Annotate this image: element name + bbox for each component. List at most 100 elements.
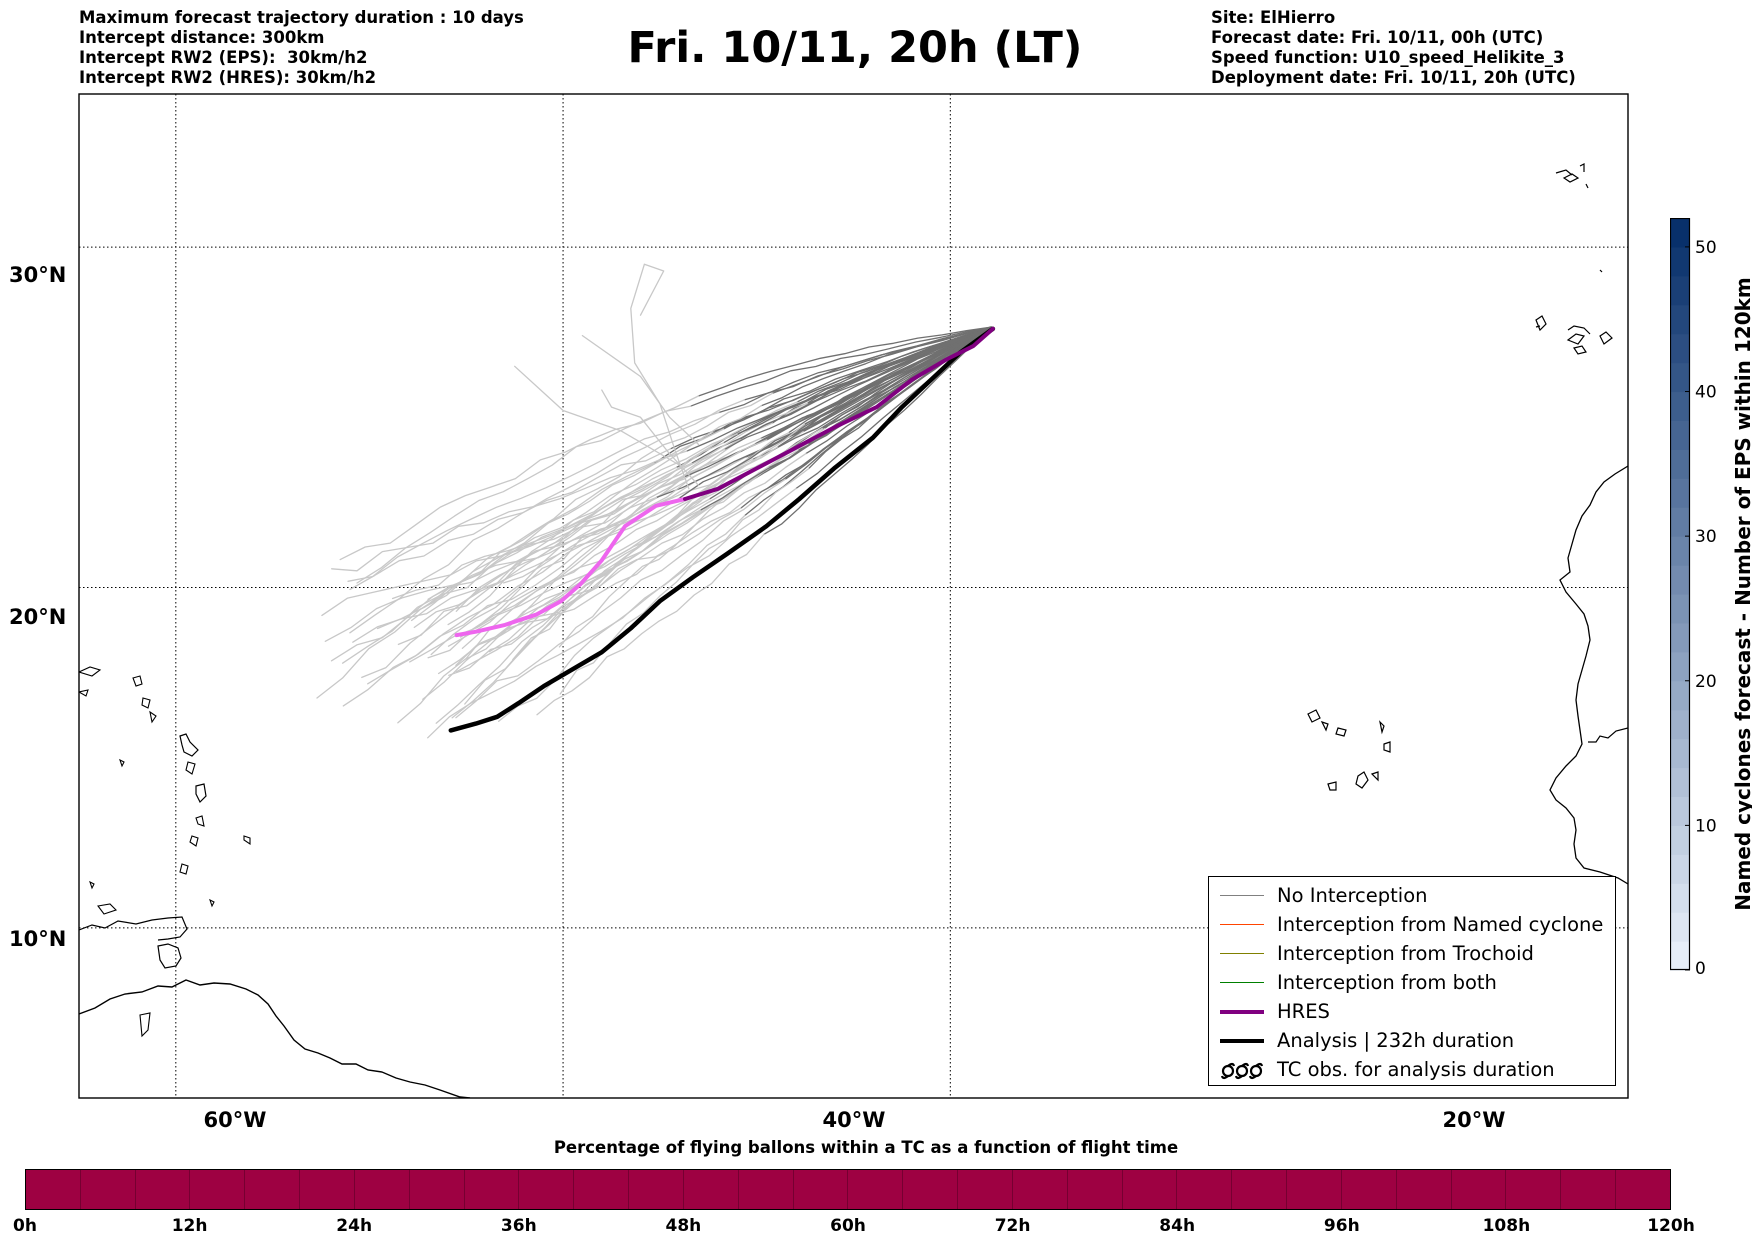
colorbar-segment	[1670, 275, 1690, 306]
coastline-island	[139, 1012, 151, 1038]
header-right-line: Speed function: U10_speed_Helikite_3	[1211, 48, 1565, 67]
coastline-canary	[1562, 173, 1580, 183]
coastline-antilles	[195, 815, 205, 827]
bottom-colorbar-segment	[519, 1170, 575, 1209]
colorbar-tick-label: 30	[1695, 527, 1717, 547]
eps-trajectory	[391, 437, 762, 600]
coastline-selvagens	[1599, 269, 1603, 273]
colorbar-segment	[1670, 246, 1690, 277]
coastline-cape-verde	[1320, 720, 1329, 732]
lon-label-60w: 60°W	[203, 1108, 267, 1132]
bottom-colorbar-segment	[794, 1170, 849, 1209]
eps-trajectory	[430, 401, 798, 656]
coastline-canary	[1573, 345, 1587, 355]
lat-label-20n: 20°N	[9, 605, 67, 629]
coastline-cape-verde	[1355, 771, 1369, 789]
bottom-colorbar-tick: 120h	[1647, 1216, 1695, 1236]
bottom-colorbar-tick: 24h	[336, 1216, 373, 1236]
colorbar-tick-label: 50	[1695, 238, 1717, 258]
eps-trajectory	[630, 263, 690, 490]
bottom-colorbar-segment	[190, 1170, 246, 1209]
header-right: Site: ElHierro Forecast date: Fri. 10/11…	[1211, 8, 1576, 88]
eps-trajectory	[697, 326, 992, 397]
bottom-colorbar-segment	[1177, 1170, 1233, 1209]
coastline-canary	[1567, 325, 1591, 335]
coastline-venezuela-north	[79, 916, 188, 941]
coastline-cape-verde	[1383, 741, 1391, 753]
colorbar-tick-label: 20	[1695, 672, 1717, 692]
coastline-madeira	[1585, 183, 1589, 189]
eps-trajectory	[316, 462, 655, 699]
coastline-antilles	[141, 697, 151, 709]
bottom-colorbar-segment	[574, 1170, 630, 1209]
colorbar-segment	[1670, 651, 1690, 682]
bottom-colorbar-tick: 12h	[171, 1216, 208, 1236]
coastline-antilles	[79, 689, 89, 697]
eps-trajectory	[349, 399, 746, 634]
eps-trajectory	[349, 448, 672, 591]
legend-label: No Interception	[1277, 884, 1428, 907]
trajectories	[316, 263, 996, 739]
bottom-colorbar-segment	[1123, 1170, 1178, 1209]
eps-trajectory	[427, 487, 797, 739]
bottom-colorbar-segment	[629, 1170, 684, 1209]
bottom-colorbar-segment	[465, 1170, 520, 1209]
eps-trajectory	[760, 326, 992, 407]
legend-label: TC obs. for analysis duration	[1277, 1058, 1555, 1081]
eps-trajectory	[347, 411, 720, 582]
coastline-antilles	[149, 710, 157, 724]
eps-trajectory	[447, 405, 762, 626]
coastline-antilles	[132, 675, 143, 687]
legend-item-named-cyclone: Interception from Named cyclone	[1209, 910, 1615, 939]
coastline-antilles	[89, 880, 95, 890]
bottom-colorbar-segment	[1287, 1170, 1342, 1209]
hres-track-near	[683, 326, 995, 501]
bottom-colorbar-segment	[1452, 1170, 1507, 1209]
colorbar-segment	[1670, 622, 1690, 653]
eps-trajectory	[803, 326, 992, 425]
colorbar-segment	[1670, 536, 1690, 566]
legend-item-hres: HRES	[1209, 997, 1615, 1026]
colorbar-right-label: Named cyclones forecast - Number of EPS …	[1731, 277, 1752, 911]
colorbar-segment	[1670, 796, 1690, 826]
map-frame	[78, 93, 1629, 1099]
eps-trajectory	[601, 389, 700, 487]
eps-trajectory	[498, 514, 746, 722]
bottom-colorbar-tick: 96h	[1323, 1216, 1360, 1236]
colorbar-tick-label: 0	[1695, 959, 1706, 978]
eps-trajectory	[536, 533, 765, 716]
eps-trajectory	[331, 450, 688, 572]
coastline-cape-verde	[1327, 781, 1337, 791]
eps-trajectory	[342, 439, 768, 707]
lat-label-10n: 10°N	[9, 927, 67, 951]
eps-trajectory	[686, 326, 992, 452]
legend-label: Interception from both	[1277, 971, 1497, 994]
coastline-island	[97, 903, 118, 915]
bottom-colorbar-segment	[1616, 1170, 1670, 1209]
colorbar-segment	[1670, 478, 1690, 508]
lat-label-30n: 30°N	[9, 263, 67, 287]
bottom-colorbar-segment	[958, 1170, 1013, 1209]
eps-trajectory	[558, 427, 826, 648]
colorbar-eps-count: 0 10 20 30 40 50	[1670, 218, 1717, 978]
eps-trajectory	[514, 365, 680, 466]
bottom-colorbar-segment	[1342, 1170, 1397, 1209]
eps-trajectory	[321, 496, 658, 617]
bottom-colorbar-segment	[739, 1170, 794, 1209]
legend-item-analysis: Analysis | 232h duration	[1209, 1026, 1615, 1055]
eps-trajectory	[455, 478, 786, 719]
map-legend: No Interception Interception from Named …	[1208, 876, 1616, 1086]
header-left-line: Intercept distance: 300km	[79, 28, 325, 47]
eps-trajectory	[451, 423, 806, 719]
colorbar-frame	[1670, 218, 1691, 971]
eps-trajectory	[455, 452, 807, 673]
bottom-colorbar-tick: 72h	[994, 1216, 1031, 1236]
colorbar-segment	[1670, 883, 1690, 913]
coastline-canary	[1566, 333, 1586, 345]
header-left-line: Intercept RW2 (EPS): 30km/h2	[79, 48, 368, 67]
legend-label: HRES	[1277, 1000, 1330, 1023]
coastline-africa	[1549, 465, 1628, 885]
eps-trajectory	[722, 326, 992, 430]
coastline-antilles	[189, 835, 199, 847]
colorbar-segment	[1670, 304, 1690, 335]
